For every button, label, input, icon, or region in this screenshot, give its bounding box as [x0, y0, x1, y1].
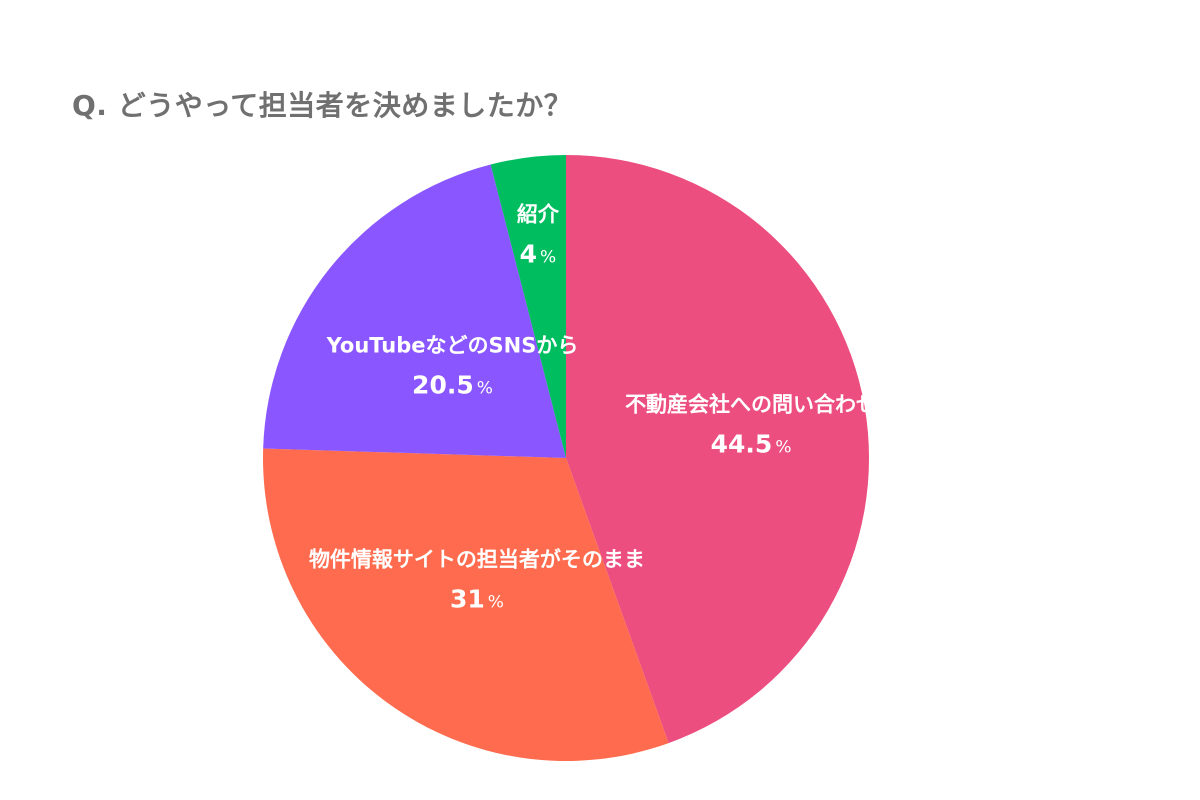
pie-slice	[263, 164, 566, 458]
slice-label-0: 不動産会社への問い合わせ 44.5%	[625, 392, 877, 459]
pie-slice	[263, 448, 669, 762]
slice-label-3: 紹介 4%	[517, 202, 559, 269]
slice-category-label: 紹介	[516, 202, 559, 227]
slice-category-label: 不動産会社への問い合わせ	[625, 392, 878, 417]
chart-title: Q. どうやって担当者を決めましたか？	[72, 89, 573, 122]
percent-unit: %	[540, 247, 557, 268]
percent-unit: %	[476, 378, 493, 399]
slice-value-label: 4%	[517, 239, 559, 269]
slice-value-label: 44.5%	[625, 430, 877, 459]
slice-label-2: YouTubeなどのSNSから 20.5%	[327, 334, 579, 401]
slice-value-number: 31	[449, 584, 485, 614]
slice-value-number: 44.5	[710, 429, 773, 459]
pie-slice	[566, 155, 870, 744]
slice-category-label: YouTubeなどのSNSから	[326, 333, 579, 358]
percent-unit: %	[487, 592, 504, 613]
slice-value-label: 20.5%	[327, 370, 579, 401]
slice-value-label: 31%	[309, 584, 645, 614]
slice-category-label: 物件情報サイトの担当者がそのまま	[308, 547, 645, 572]
slice-value-number: 20.5	[412, 370, 474, 400]
pie-slice	[490, 155, 566, 458]
percent-unit: %	[775, 437, 792, 458]
slice-label-1: 物件情報サイトの担当者がそのまま 31%	[309, 547, 645, 614]
slice-value-number: 4	[519, 239, 538, 269]
